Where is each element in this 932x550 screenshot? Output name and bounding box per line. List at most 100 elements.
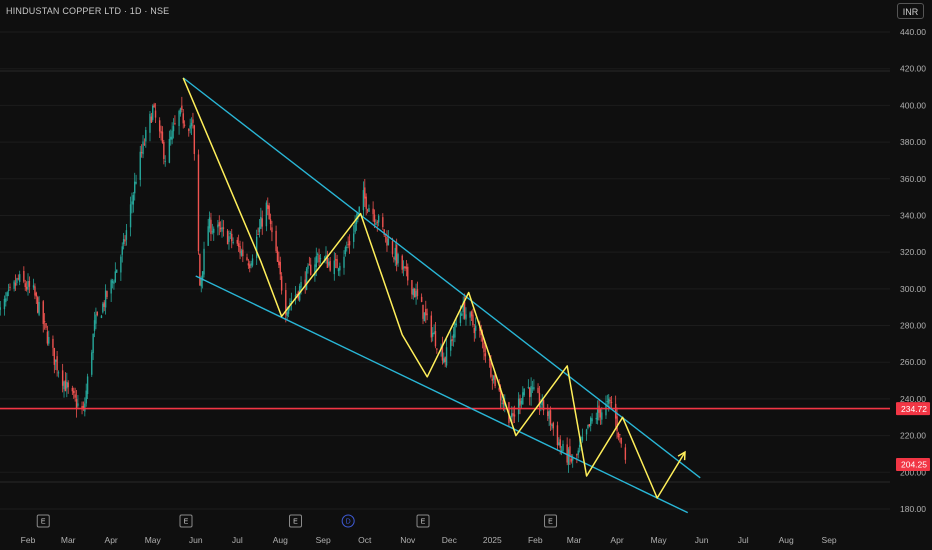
earnings-marker[interactable] xyxy=(36,514,50,528)
earnings-marker-label: E xyxy=(184,519,189,526)
price-tick-label: 400.00 xyxy=(900,100,926,110)
candle-body xyxy=(310,264,312,275)
candle-body xyxy=(549,410,552,425)
candle-body xyxy=(122,239,125,245)
candle-body xyxy=(268,205,270,220)
candle-body xyxy=(513,414,516,417)
candle-body xyxy=(32,285,35,288)
candle-body xyxy=(17,278,19,280)
candle-body xyxy=(190,122,193,127)
candle-body xyxy=(211,231,214,233)
candle-body xyxy=(570,458,573,462)
candle-body xyxy=(585,429,588,435)
candle-body xyxy=(16,278,18,283)
candle-body xyxy=(411,280,413,295)
candle-body xyxy=(7,289,10,291)
candle-body xyxy=(85,390,87,404)
candle-body xyxy=(334,259,337,261)
candle-body xyxy=(540,406,542,408)
candle-body xyxy=(537,387,539,393)
candle-body xyxy=(93,320,96,331)
candle-body xyxy=(348,241,351,246)
candle-body xyxy=(494,372,496,387)
price-tick-label: 220.00 xyxy=(900,431,926,441)
candle-body xyxy=(296,294,298,296)
candle-body xyxy=(382,217,384,228)
candle-body xyxy=(355,220,358,224)
candle-body xyxy=(250,263,252,266)
candle-body xyxy=(27,281,29,290)
earnings-marker-label: E xyxy=(293,519,298,526)
candle-body xyxy=(347,244,349,246)
candle-body xyxy=(470,311,473,317)
time-tick-label: Jun xyxy=(695,535,709,545)
earnings-marker-label: E xyxy=(41,519,46,526)
candle-body xyxy=(258,227,261,233)
support-price-tag-bg xyxy=(896,402,930,416)
channel-lower-line[interactable] xyxy=(195,275,689,514)
candle-body xyxy=(52,338,54,348)
candle-body xyxy=(261,218,263,227)
candle-body xyxy=(95,314,97,324)
candle-body xyxy=(9,286,11,288)
candle-body xyxy=(420,296,423,302)
candle-body xyxy=(502,399,505,405)
candle-body xyxy=(154,110,157,118)
earnings-marker[interactable] xyxy=(179,514,193,528)
candle-body xyxy=(237,243,240,247)
candle-body xyxy=(257,233,259,235)
time-tick-label: Apr xyxy=(610,535,623,545)
price-axis[interactable]: 440.00 420.00 400.00 380.00 360.00 340.00 320.… xyxy=(896,27,930,514)
candle-body xyxy=(558,442,560,446)
candle-body xyxy=(459,313,462,323)
candle-body xyxy=(37,297,39,313)
candle-body xyxy=(193,125,196,154)
candle-body xyxy=(491,378,494,381)
time-tick-label: Oct xyxy=(358,535,372,545)
channel-upper-line[interactable] xyxy=(182,77,701,479)
candle-body xyxy=(551,424,553,427)
candle-body xyxy=(28,281,31,287)
candle-body xyxy=(286,312,288,317)
candle-body xyxy=(34,286,36,296)
earnings-marker[interactable] xyxy=(544,514,558,528)
candle-body xyxy=(307,265,309,269)
earnings-marker[interactable] xyxy=(288,514,302,528)
time-tick-label: May xyxy=(651,535,668,545)
candle-body xyxy=(280,276,283,291)
candle-body xyxy=(160,131,162,134)
candle-body xyxy=(326,255,329,268)
time-tick-label: 2025 xyxy=(483,535,502,545)
candle-body xyxy=(24,283,26,288)
candle-body xyxy=(364,187,366,199)
candle-body xyxy=(394,247,396,261)
candle-body xyxy=(125,230,128,240)
candle-body xyxy=(183,124,186,126)
candle-body xyxy=(18,274,21,282)
candle-body xyxy=(377,215,380,223)
candle-body xyxy=(552,422,554,429)
candle-body xyxy=(131,201,133,205)
candle-body xyxy=(14,282,17,286)
candles xyxy=(0,96,627,473)
candle-body xyxy=(314,264,316,276)
zigzag-path[interactable] xyxy=(182,77,686,499)
candle-body xyxy=(455,323,457,326)
earnings-marker[interactable] xyxy=(416,514,430,528)
candle-body xyxy=(38,301,40,315)
candle-body xyxy=(278,260,280,266)
candle-body xyxy=(110,280,112,294)
candle-body xyxy=(362,190,365,211)
dividend-marker[interactable] xyxy=(341,514,355,528)
candle-body xyxy=(481,337,484,342)
time-axis[interactable]: Feb Mar Apr May Jun Jul Aug Sep Oct Nov Dec 2025 Feb… xyxy=(21,535,837,545)
candle-body xyxy=(484,353,487,357)
candle-body xyxy=(75,399,78,409)
currency-button[interactable]: INR xyxy=(897,3,924,19)
candle-body xyxy=(104,290,107,308)
candle-body xyxy=(74,394,76,398)
candle-body xyxy=(171,130,173,140)
candle-body xyxy=(45,323,47,328)
